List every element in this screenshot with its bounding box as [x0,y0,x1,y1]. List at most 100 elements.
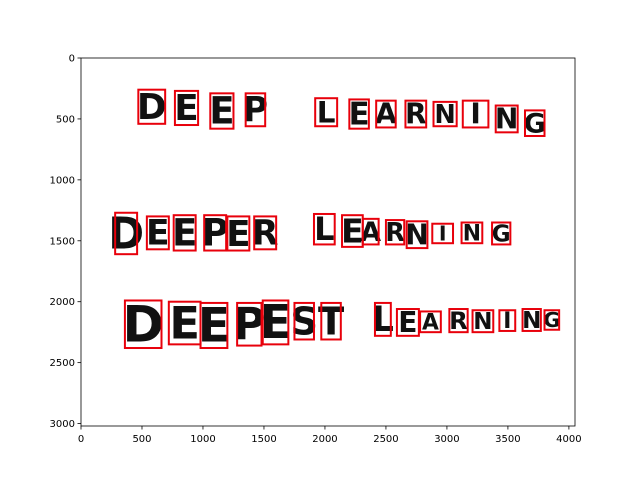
handwritten-glyph: E [341,211,364,250]
bounding-box [373,301,392,337]
bounding-box [498,309,517,332]
char-box-group: R [448,306,469,335]
char-box-group: E [209,90,234,133]
bounding-box [172,214,197,252]
char-box-group: A [375,98,397,131]
handwritten-glyph: E [226,214,250,255]
char-box-group: E [348,98,370,133]
bounding-box [123,299,163,350]
handwritten-glyph: N [463,221,481,246]
handwritten-glyph: R [405,98,427,131]
bounding-box [236,301,263,347]
char-box-group: I [431,221,455,245]
bounding-box [244,92,267,128]
char-box-group: E [145,214,170,254]
bounding-box [209,92,235,130]
char-box-group: R [252,214,279,254]
handwritten-glyph: L [317,95,336,129]
bounding-box [448,308,469,334]
x-tick-label: 2500 [373,434,398,445]
handwritten-glyph: E [398,306,417,339]
y-tick-label: 500 [56,114,75,125]
handwritten-glyph: E [146,214,170,254]
char-box-group: L [372,300,394,340]
handwritten-glyph: T [318,299,344,344]
x-tick-label: 0 [78,434,84,445]
bounding-box [461,99,490,129]
char-box-group: E [172,212,197,255]
bounding-box [521,308,542,332]
char-box-group: G [543,308,560,332]
detection-boxes: D E E P L E A R N I N GD E E PE R L EA R N I N GD EE PE S T L E A R N I N… [108,87,560,354]
y-tick-label: 1000 [50,175,75,186]
bounding-box [491,221,512,246]
handwritten-glyph: E [209,90,234,133]
bounding-box [494,104,519,134]
char-box-group: E [395,306,420,339]
handwritten-glyph: P [243,91,268,131]
char-box-group: R [384,218,406,248]
bounding-box [199,301,229,350]
char-box-group: N [405,218,429,251]
y-tick-label: 3000 [50,419,75,430]
bounding-box [405,220,429,250]
handwritten-glyph: E [169,296,200,349]
x-axis: 0 500 1000 1500 2000 2500 3000 3500 4000 [78,426,582,445]
char-box-group: P [233,298,266,351]
char-box-group: I [498,309,517,334]
bounding-box [471,309,495,334]
char-box-group: P [243,91,268,131]
y-axis: 0 500 1000 1500 2000 2500 3000 [50,54,81,430]
bounding-box [404,99,428,129]
bounding-box [293,301,315,341]
y-tick-label: 1500 [50,236,75,247]
char-box-group: G [524,108,546,139]
x-tick-label: 3000 [434,434,459,445]
bounding-box [460,221,484,245]
handwritten-glyph: N [434,100,455,130]
bounding-box [375,99,397,129]
handwritten-glyph: I [470,98,480,131]
char-box-group: S [290,299,318,344]
bounding-box [261,299,290,346]
text-line-3: D EE PE S T L E A R N I N G [122,295,560,353]
char-box-group: N [494,103,519,136]
handwritten-glyph: G [492,221,511,247]
char-box-group: R [404,98,428,131]
handwritten-glyph: I [439,221,447,245]
bounding-box [253,215,278,251]
bounding-box [431,222,455,245]
handwritten-glyph: P [233,298,266,351]
bounding-box [145,215,170,251]
handwritten-glyph: G [543,308,560,332]
char-box-group: P [202,212,229,255]
handwritten-glyph: G [524,108,546,139]
handwritten-glyph: R [385,218,405,248]
handwritten-glyph: N [522,308,541,334]
bounding-box [361,217,380,246]
char-box-group: E [173,88,200,129]
bounding-box [523,109,546,137]
bounding-box [384,219,406,246]
char-box-group: G [491,221,512,247]
text-line-2: D E E PE R L EA R N I N G [108,209,512,259]
char-box-group: N [471,309,495,335]
handwritten-glyph: E [349,98,370,133]
y-tick-label: 2000 [50,297,75,308]
y-tick-label: 2500 [50,358,75,369]
handwritten-glyph: E [198,299,230,354]
bounding-box [314,97,339,128]
bounding-box [543,309,561,331]
handwritten-glyph: D [122,295,163,353]
char-box-group: E [167,296,202,349]
handwritten-glyph: A [422,310,439,335]
char-box-group: A [360,217,381,248]
char-box-group: N [432,100,458,130]
char-box-group: E [226,214,250,255]
handwritten-glyph: R [252,214,279,254]
char-box-group: A [419,310,442,335]
handwritten-glyph: N [495,103,519,136]
x-tick-label: 1500 [251,434,276,445]
